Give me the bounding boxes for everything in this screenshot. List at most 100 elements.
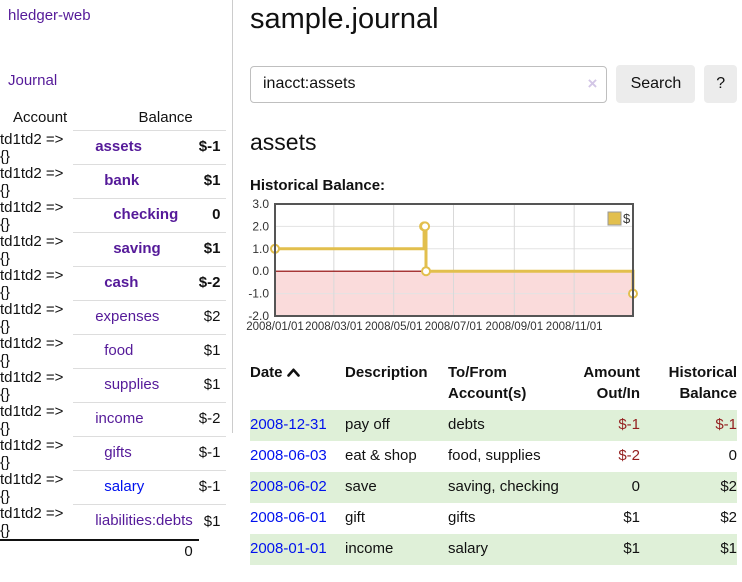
- accounts-cell: salary: [448, 534, 580, 565]
- clear-search-icon[interactable]: ×: [587, 73, 598, 93]
- description-cell: income: [345, 534, 448, 565]
- balance-cell: $1: [640, 534, 737, 565]
- sort-ascending-icon: [286, 368, 300, 377]
- account-row: td1td2 => {}expenses $2: [0, 300, 227, 335]
- account-balance: $-1: [198, 436, 227, 471]
- account-row: td1td2 => {}cash $-2: [0, 266, 227, 301]
- register-header-date[interactable]: Date: [250, 360, 345, 410]
- sidebar-account-link-cash[interactable]: cash: [104, 274, 139, 291]
- account-row: td1td2 => {}bank $1: [0, 164, 227, 199]
- sidebar-account-link-liabilities-debts[interactable]: liabilities:debts: [95, 512, 193, 530]
- account-row: td1td2 => {}saving $1: [0, 232, 227, 267]
- register-row: 2008-12-31 pay off debts $-1 $-1: [250, 410, 737, 441]
- account-row: td1td2 => {}liabilities:debts $1: [0, 504, 227, 540]
- account-balance: $1: [198, 164, 227, 199]
- amount-cell: $-1: [580, 410, 640, 441]
- account-balance: $1: [198, 504, 227, 540]
- register-header-accounts: To/From Account(s): [448, 364, 527, 402]
- svg-text:2008/11/01: 2008/11/01: [546, 321, 603, 333]
- description-cell: eat & shop: [345, 447, 417, 464]
- date-link[interactable]: 2008-06-01: [250, 509, 327, 526]
- account-balance: $2: [198, 300, 227, 335]
- sidebar-account-link-expenses[interactable]: expenses: [95, 308, 160, 325]
- sidebar-account-link-assets[interactable]: assets: [95, 138, 142, 155]
- svg-text:2008/07/01: 2008/07/01: [425, 321, 483, 333]
- accounts-cell: debts: [448, 410, 580, 441]
- sidebar-account-link-saving[interactable]: saving: [113, 240, 161, 257]
- date-link[interactable]: 2008-06-02: [250, 478, 327, 495]
- amount-cell: 0: [580, 472, 640, 503]
- account-balance: $-2: [198, 402, 227, 437]
- account-balance: $1: [198, 232, 227, 267]
- account-row: td1td2 => {}checking 0: [0, 198, 227, 233]
- svg-text:1.0: 1.0: [252, 242, 269, 256]
- svg-text:3.0: 3.0: [252, 197, 269, 211]
- amount-cell: $1: [623, 509, 640, 526]
- sidebar-account-link-bank[interactable]: bank: [104, 172, 140, 189]
- description-cell: gift: [345, 509, 366, 526]
- register-row: 2008-06-03 eat & shop food, supplies $-2 0: [250, 441, 737, 472]
- register-row: 2008-01-01 income salary $1 $1: [250, 534, 737, 565]
- register-table: Date Description To/From Account(s) Amou…: [250, 360, 737, 565]
- description-cell: save: [345, 472, 448, 503]
- sidebar-account-link-gifts[interactable]: gifts: [104, 444, 132, 461]
- sidebar-account-link-income[interactable]: income: [95, 410, 144, 427]
- amount-cell: $-2: [618, 447, 640, 464]
- svg-text:$: $: [623, 211, 631, 226]
- search-input[interactable]: [250, 65, 608, 103]
- date-link[interactable]: 2008-01-01: [250, 540, 327, 557]
- date-link[interactable]: 2008-06-03: [250, 447, 327, 464]
- account-row: td1td2 => {}assets $-1: [0, 130, 227, 165]
- balance-cell: 0: [728, 447, 737, 464]
- register-header-description: Description: [345, 364, 428, 381]
- balance-cell: $2: [720, 509, 737, 526]
- main-content: sample.journal × Search ? assets Histori…: [246, 0, 737, 565]
- sidebar-item-journal[interactable]: Journal: [8, 72, 58, 89]
- register-row: 2008-06-02 save saving, checking 0 $2: [250, 472, 737, 503]
- accounts-header-row: Account Balance: [0, 106, 226, 131]
- sidebar-account-link-checking[interactable]: checking: [113, 206, 179, 223]
- account-row: td1td2 => {}salary $-1: [0, 470, 227, 505]
- account-title: assets: [250, 129, 317, 155]
- sidebar-account-link-salary[interactable]: salary: [104, 478, 145, 495]
- svg-text:0.0: 0.0: [252, 264, 269, 278]
- help-button[interactable]: ?: [704, 65, 737, 103]
- accounts-total-balance: 0: [73, 538, 199, 564]
- amount-cell: $1: [580, 534, 640, 565]
- svg-text:2008/09/01: 2008/09/01: [486, 321, 544, 333]
- svg-text:-1.0: -1.0: [248, 287, 269, 301]
- account-balance: $-2: [198, 266, 227, 301]
- accounts-table: Account Balance td1td2 => {}assets $-1 td1…: [0, 106, 227, 564]
- register-header-row: Date Description To/From Account(s) Amou…: [250, 360, 737, 410]
- accounts-cell: food, supplies: [448, 447, 541, 464]
- svg-text:2008/01/01: 2008/01/01: [246, 321, 304, 333]
- search-button[interactable]: Search: [616, 65, 696, 103]
- svg-text:2008/05/01: 2008/05/01: [365, 321, 423, 333]
- register-header-amount: Amount Out/In: [583, 364, 640, 402]
- balance-cell: $-1: [640, 410, 737, 441]
- date-link[interactable]: 2008-12-31: [250, 416, 327, 433]
- account-balance: $1: [198, 334, 227, 369]
- account-balance: 0: [198, 198, 227, 233]
- account-row: td1td2 => {}income $-2: [0, 402, 227, 437]
- account-row: td1td2 => {}supplies $1: [0, 368, 227, 403]
- account-row: td1td2 => {}gifts $-1: [0, 436, 227, 471]
- app-title-link[interactable]: hledger-web: [8, 7, 91, 24]
- accounts-header-balance: Balance: [138, 109, 193, 126]
- sidebar-account-link-supplies[interactable]: supplies: [104, 376, 160, 393]
- account-balance: $-1: [198, 130, 227, 165]
- balance-cell: $2: [640, 472, 737, 503]
- account-balance: $1: [198, 368, 227, 403]
- account-balance: $-1: [198, 470, 227, 505]
- accounts-header-account: Account: [13, 109, 68, 127]
- historical-balance-chart: 3.0 2.0 1.0 0.0 -1.0 -2.0 2008/01/01 2008/03/01…: [240, 196, 737, 345]
- sidebar-account-link-food[interactable]: food: [104, 342, 134, 359]
- accounts-total-row: 0: [0, 538, 226, 564]
- accounts-cell: saving, checking: [448, 472, 580, 503]
- svg-text:-2.0: -2.0: [248, 309, 269, 323]
- account-row: td1td2 => {}food $1: [0, 334, 227, 369]
- svg-text:2008/03/01: 2008/03/01: [305, 321, 363, 333]
- register-row: 2008-06-01 gift gifts $1 $2: [250, 503, 737, 534]
- chart-label: Historical Balance:: [250, 177, 386, 194]
- description-cell: pay off: [345, 410, 448, 441]
